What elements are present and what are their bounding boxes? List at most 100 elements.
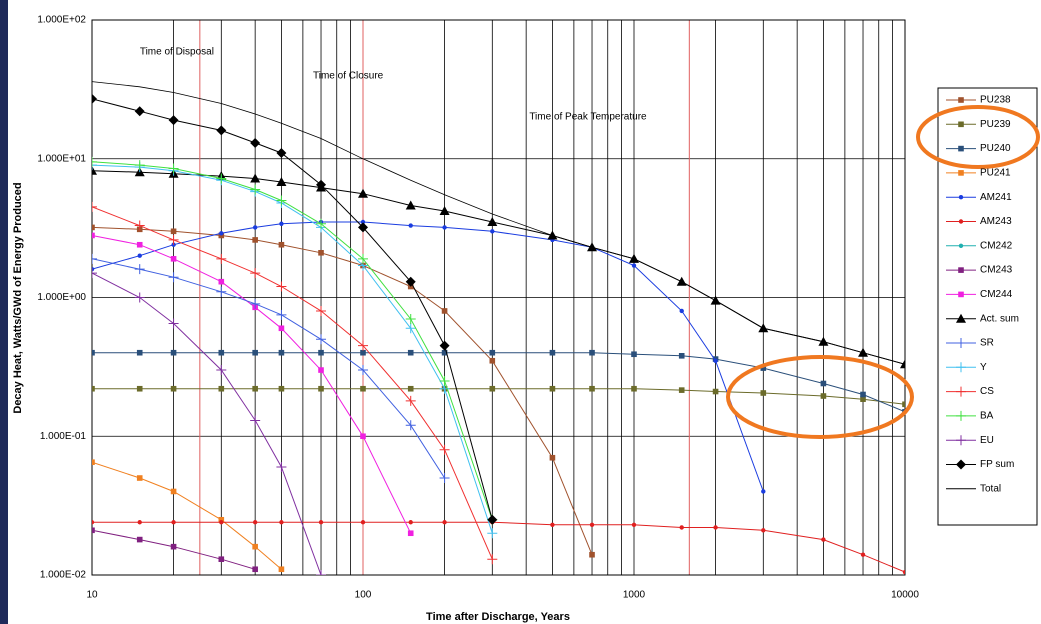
marker [168,163,179,174]
legend-label: AM243 [980,216,1012,227]
y-tick-label: 1.000E+01 [37,153,86,164]
marker [958,145,964,152]
legend-label: PU239 [980,119,1011,130]
series-line [92,258,446,479]
marker [629,253,639,263]
marker [587,242,598,252]
highlight-ellipse [726,355,914,439]
series-line [92,388,905,405]
marker [441,349,448,356]
marker [631,385,637,392]
marker [956,435,966,446]
marker [216,286,227,297]
marker [137,253,142,258]
marker [441,308,448,314]
marker [250,173,261,183]
marker [408,223,413,228]
marker [818,336,829,346]
marker [956,459,966,470]
marker [318,367,324,373]
marker [713,358,718,363]
marker [360,385,366,392]
marker [487,217,498,227]
marker [170,488,177,495]
marker [489,349,496,356]
series-line [92,170,905,365]
marker [358,222,368,233]
y-axis-label: Decay Heat, Watts/GWd of Energy Produced [12,182,24,413]
marker [279,221,284,226]
marker [631,263,637,268]
marker [250,415,261,426]
marker [549,385,556,392]
marker [958,291,964,298]
marker [168,318,179,329]
marker [92,201,97,212]
marker [92,385,95,392]
marker [589,522,595,528]
marker [360,219,366,225]
marker [678,353,685,359]
marker [956,362,966,373]
marker [171,520,176,525]
marker [252,237,258,243]
marker [958,195,964,200]
marker [956,386,966,397]
marker [713,525,718,530]
legend-label: PU240 [980,143,1011,154]
marker [252,520,258,525]
marker [631,522,637,528]
y-tick-label: 1.000E+00 [37,292,86,303]
marker [487,528,498,539]
series-line [92,164,493,534]
marker [358,365,368,376]
highlight-ellipse [916,105,1040,169]
marker [136,385,143,392]
x-tick-label: 10000 [891,590,919,601]
plot-area [91,19,906,576]
marker [134,160,145,171]
series-line [92,461,282,570]
marker [439,206,450,216]
marker [679,308,684,314]
marker [407,349,414,356]
marker [821,537,826,542]
marker [134,264,145,275]
marker [136,475,143,481]
marker [487,514,498,525]
marker [358,253,368,264]
marker [252,566,258,573]
marker [276,309,287,320]
marker [761,489,766,494]
marker [405,420,416,431]
marker [278,566,285,573]
y-tick-label: 1.000E+02 [37,15,86,26]
marker [676,276,687,286]
marker [250,298,261,309]
marker [958,121,964,128]
marker [92,527,95,534]
marker [318,385,324,392]
y-tick-label: 1.000E-02 [40,570,87,581]
marker [278,241,285,248]
marker [252,543,258,550]
marker [92,253,97,264]
series-line [92,226,593,555]
marker [92,156,97,167]
marker [958,267,964,273]
marker [358,188,368,198]
marker [405,200,416,210]
marker [405,395,416,406]
marker [820,393,827,399]
marker [858,347,869,357]
marker [442,225,447,230]
marker [439,473,450,484]
legend-label: FP sum [980,459,1014,470]
marker [219,520,224,525]
series-line [92,521,905,573]
marker [170,543,177,550]
marker [678,387,685,393]
marker [216,253,227,264]
marker [761,528,766,533]
